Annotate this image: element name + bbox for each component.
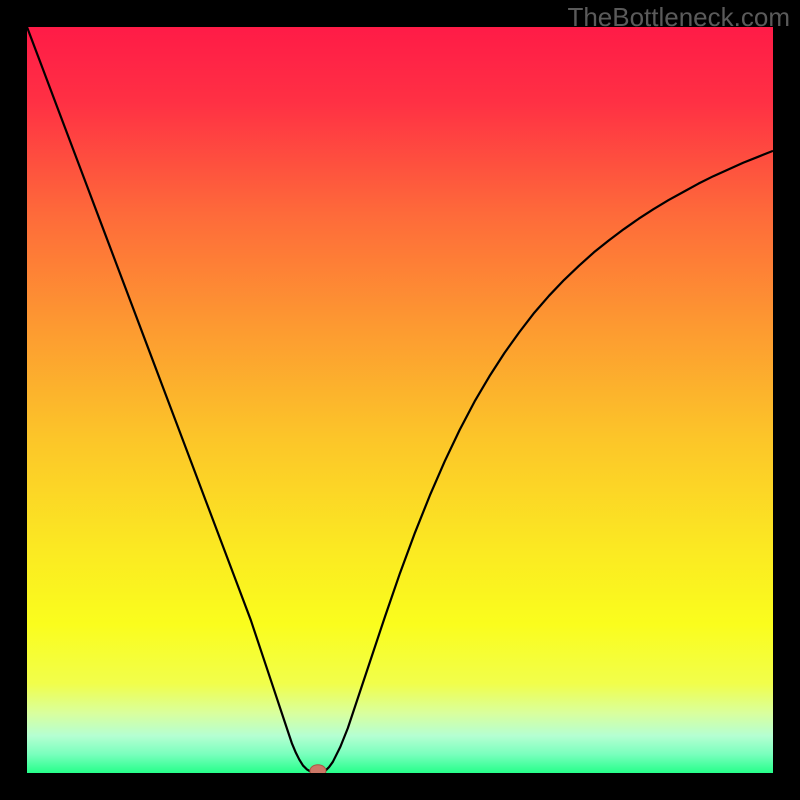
bottleneck-chart: TheBottleneck.com [0, 0, 800, 800]
gradient-background [27, 27, 773, 773]
watermark-text: TheBottleneck.com [567, 2, 790, 33]
optimal-point-marker [310, 765, 326, 773]
plot-area [27, 27, 773, 773]
